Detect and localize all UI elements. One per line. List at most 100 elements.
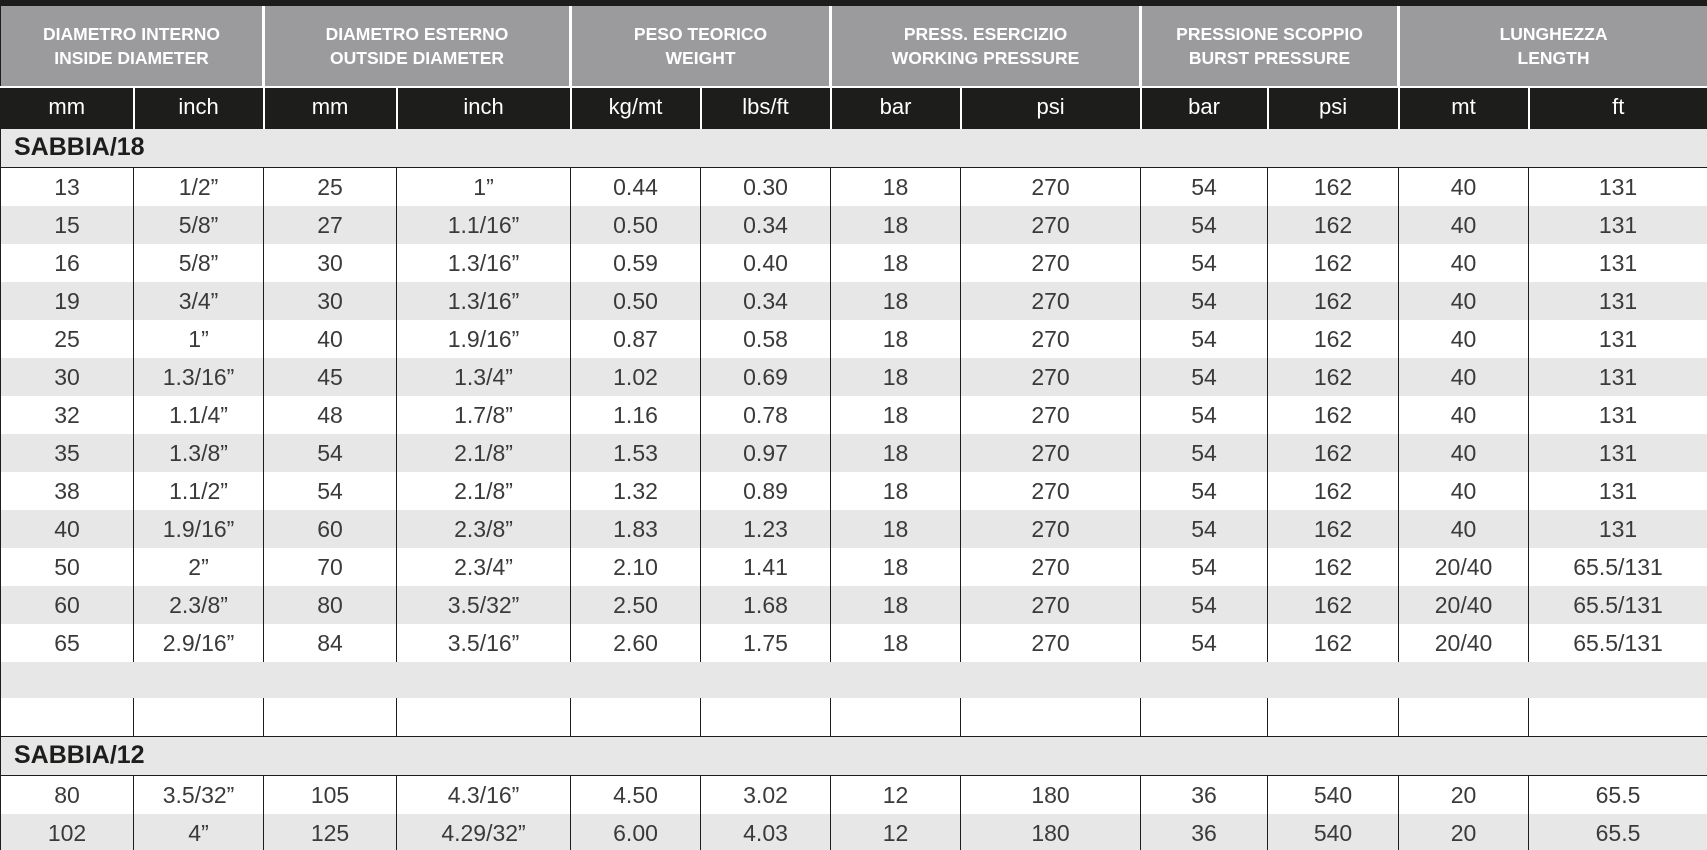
group-title-english: WEIGHT bbox=[665, 48, 736, 68]
table-cell: 54 bbox=[263, 472, 397, 510]
table-cell: 18 bbox=[830, 510, 961, 548]
table-cell: 54 bbox=[263, 434, 397, 472]
empty-spacer-row bbox=[0, 698, 1707, 737]
table-cell: 18 bbox=[830, 396, 961, 434]
unit-header-mm: mm bbox=[0, 87, 134, 129]
group-title-english: WORKING PRESSURE bbox=[891, 48, 1080, 68]
table-cell: 1.23 bbox=[700, 510, 831, 548]
table-cell: 65.5/131 bbox=[1528, 624, 1707, 662]
table-cell: 0.50 bbox=[570, 282, 701, 320]
section-header-row: SABBIA/18 bbox=[0, 128, 1707, 168]
table-cell: 16 bbox=[0, 244, 134, 282]
table-row: 35 1.3/8” 54 2.1/8” 1.53 0.97 18 270 54 162 40 131 bbox=[0, 434, 1707, 472]
table-row: 50 2” 70 2.3/4” 2.10 1.41 18 270 54 162 20/40 65.5/… bbox=[0, 548, 1707, 586]
table-cell: 131 bbox=[1528, 320, 1707, 358]
table-cell: 0.89 bbox=[700, 472, 831, 510]
table-cell: 54 bbox=[1140, 434, 1268, 472]
group-title-italian: PRESSIONE SCOPPIO bbox=[1176, 23, 1363, 44]
table-cell: 2” bbox=[132, 548, 264, 586]
table-cell: 131 bbox=[1528, 206, 1707, 244]
table-cell: 20/40 bbox=[1398, 624, 1529, 662]
table-cell: 48 bbox=[263, 396, 397, 434]
table-cell: 18 bbox=[830, 472, 961, 510]
table-cell: 270 bbox=[960, 167, 1141, 206]
table-cell: 5/8” bbox=[132, 206, 264, 244]
table-cell: 1.9/16” bbox=[132, 510, 264, 548]
table-cell: 40 bbox=[1398, 320, 1529, 358]
empty-cell bbox=[570, 698, 701, 737]
table-cell: 20/40 bbox=[1398, 548, 1529, 586]
table-cell: 3.5/32” bbox=[132, 775, 264, 814]
table-row: 15 5/8” 27 1.1/16” 0.50 0.34 18 270 54 162 40 131 bbox=[0, 206, 1707, 244]
table-cell: 1.32 bbox=[570, 472, 701, 510]
table-cell: 2.3/8” bbox=[132, 586, 264, 624]
table-cell: 131 bbox=[1528, 167, 1707, 206]
table-cell: 270 bbox=[960, 548, 1141, 586]
table-cell: 20 bbox=[1398, 775, 1529, 814]
group-title-italian: PESO TEORICO bbox=[633, 23, 768, 44]
table-cell: 105 bbox=[263, 775, 397, 814]
table-cell: 270 bbox=[960, 510, 1141, 548]
table-cell: 12 bbox=[830, 775, 961, 814]
table-cell: 54 bbox=[1140, 206, 1268, 244]
table-cell: 1.83 bbox=[570, 510, 701, 548]
empty-cell bbox=[830, 698, 961, 737]
table-row: 19 3/4” 30 1.3/16” 0.50 0.34 18 270 54 162 40 131 bbox=[0, 282, 1707, 320]
unit-header-row: mm inch mm inch kg/mt lbs/ft bar psi bar… bbox=[0, 87, 1707, 129]
table-cell: 13 bbox=[0, 167, 134, 206]
table-cell: 162 bbox=[1267, 396, 1399, 434]
table-cell: 54 bbox=[1140, 282, 1268, 320]
table-cell: 1.53 bbox=[570, 434, 701, 472]
table-cell: 1.7/8” bbox=[396, 396, 571, 434]
table-cell: 40 bbox=[263, 320, 397, 358]
table-cell: 45 bbox=[263, 358, 397, 396]
table-cell: 0.69 bbox=[700, 358, 831, 396]
table-cell: 65 bbox=[0, 624, 134, 662]
group-title-italian: LUNGHEZZA bbox=[1499, 23, 1608, 44]
table-cell: 1.75 bbox=[700, 624, 831, 662]
table-cell: 4.03 bbox=[700, 814, 831, 850]
group-title-italian: PRESS. ESERCIZIO bbox=[903, 23, 1068, 44]
group-title-english: INSIDE DIAMETER bbox=[54, 48, 209, 68]
table-cell: 54 bbox=[1140, 167, 1268, 206]
table-cell: 38 bbox=[0, 472, 134, 510]
table-cell: 18 bbox=[830, 206, 961, 244]
unit-header-psi: psi bbox=[1266, 87, 1399, 129]
table-cell: 18 bbox=[830, 434, 961, 472]
column-group-outside-diameter: DIAMETRO ESTERNO OUTSIDE DIAMETER bbox=[262, 3, 571, 88]
column-group-working-pressure: PRESS. ESERCIZIO WORKING PRESSURE bbox=[829, 3, 1141, 88]
table-cell: 80 bbox=[263, 586, 397, 624]
unit-header-bar: bar bbox=[1139, 87, 1268, 129]
table-cell: 1.3/16” bbox=[396, 282, 571, 320]
empty-cell bbox=[700, 698, 831, 737]
table-header: DIAMETRO INTERNO INSIDE DIAMETER DIAMETR… bbox=[0, 3, 1707, 129]
table-cell: 2.1/8” bbox=[396, 434, 571, 472]
table-cell: 27 bbox=[263, 206, 397, 244]
table-row: 80 3.5/32” 105 4.3/16” 4.50 3.02 12 180 36 540 20 6… bbox=[0, 775, 1707, 814]
table-cell: 40 bbox=[1398, 358, 1529, 396]
unit-header-kg-mt: kg/mt bbox=[569, 87, 701, 129]
table-cell: 162 bbox=[1267, 206, 1399, 244]
table-cell: 125 bbox=[263, 814, 397, 850]
table-cell: 40 bbox=[1398, 167, 1529, 206]
table-cell: 40 bbox=[1398, 206, 1529, 244]
table-row: 40 1.9/16” 60 2.3/8” 1.83 1.23 18 270 54 162 40 131 bbox=[0, 510, 1707, 548]
table-cell: 270 bbox=[960, 320, 1141, 358]
table-cell: 25 bbox=[0, 320, 134, 358]
table-cell: 54 bbox=[1140, 396, 1268, 434]
column-group-weight: PESO TEORICO WEIGHT bbox=[569, 3, 831, 88]
table-cell: 40 bbox=[1398, 510, 1529, 548]
table-cell: 162 bbox=[1267, 167, 1399, 206]
table-row: 25 1” 40 1.9/16” 0.87 0.58 18 270 54 162 40 131 bbox=[0, 320, 1707, 358]
table-cell: 40 bbox=[0, 510, 134, 548]
unit-header-ft: ft bbox=[1527, 87, 1707, 129]
table-cell: 20/40 bbox=[1398, 586, 1529, 624]
table-row: 16 5/8” 30 1.3/16” 0.59 0.40 18 270 54 162 40 131 bbox=[0, 244, 1707, 282]
table-cell: 50 bbox=[0, 548, 134, 586]
table-cell: 162 bbox=[1267, 358, 1399, 396]
table-cell: 36 bbox=[1140, 814, 1268, 850]
column-group-inside-diameter: DIAMETRO INTERNO INSIDE DIAMETER bbox=[0, 3, 264, 88]
empty-cell bbox=[1528, 698, 1707, 737]
